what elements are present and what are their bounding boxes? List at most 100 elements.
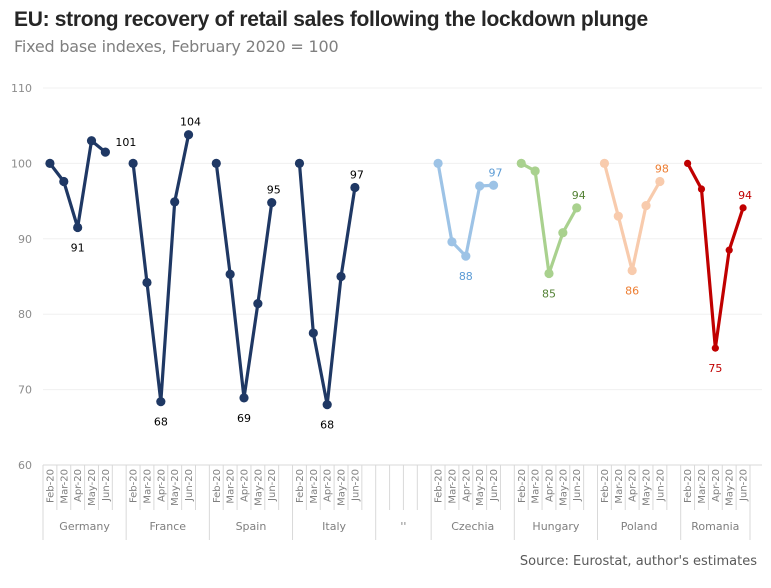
x-month-label: Jun-20 <box>572 469 583 502</box>
series-line-romania <box>686 162 745 350</box>
data-point <box>433 158 443 168</box>
x-month-label: Jun-20 <box>350 469 361 502</box>
data-point <box>350 182 360 193</box>
data-point <box>211 158 221 168</box>
data-point <box>684 159 692 167</box>
x-month-label: Feb-20 <box>129 469 140 503</box>
data-point <box>488 180 499 190</box>
x-month-label: Feb-20 <box>45 469 56 503</box>
data-point <box>613 211 623 221</box>
data-point <box>294 158 305 168</box>
x-month-label: Jun-20 <box>655 469 666 502</box>
x-group-label: Spain <box>236 520 267 533</box>
data-point <box>156 397 166 407</box>
data-point <box>142 277 152 288</box>
x-group-label: France <box>149 520 186 533</box>
x-group-label: Poland <box>621 520 658 533</box>
data-point <box>253 299 263 309</box>
x-month-label: Apr-20 <box>156 469 167 502</box>
data-point <box>73 222 83 233</box>
data-point <box>572 203 582 213</box>
x-month-label: Feb-20 <box>517 469 528 503</box>
data-point <box>599 158 610 168</box>
data-point <box>100 147 110 157</box>
y-tick-label: 110 <box>11 82 32 95</box>
data-label: 94 <box>572 189 586 202</box>
data-point <box>336 271 346 282</box>
x-month-label: Mar-20 <box>697 469 708 504</box>
x-month-label: Apr-20 <box>628 469 639 502</box>
data-point <box>239 393 249 403</box>
data-label: 91 <box>71 241 85 254</box>
data-point <box>267 198 277 208</box>
data-label: 104 <box>180 116 201 129</box>
data-label: 68 <box>320 419 334 432</box>
x-month-label: Mar-20 <box>59 469 70 504</box>
x-month-label: Mar-20 <box>447 469 458 504</box>
x-month-label: Mar-20 <box>226 469 237 504</box>
x-month-label: Mar-20 <box>614 469 625 504</box>
series-line-france <box>131 134 191 404</box>
x-group-label: '' <box>400 520 406 533</box>
data-point <box>475 181 485 191</box>
series-line-italy <box>297 163 357 407</box>
data-label: 85 <box>542 287 556 300</box>
y-tick-label: 90 <box>18 233 32 246</box>
source-note: Source: Eurostat, author's estimates <box>519 554 757 569</box>
data-label: 69 <box>237 412 251 425</box>
data-point <box>86 136 97 146</box>
data-point <box>461 251 471 261</box>
data-label: 97 <box>350 169 364 182</box>
data-label: 86 <box>625 284 639 297</box>
data-point <box>544 268 554 279</box>
data-point <box>45 158 55 168</box>
x-month-label: Apr-20 <box>544 469 555 502</box>
data-point <box>170 197 180 207</box>
x-month-label: Jun-20 <box>267 469 278 502</box>
data-point <box>641 201 651 211</box>
data-label: 68 <box>154 416 168 429</box>
data-label: 98 <box>655 162 669 175</box>
chart-title: EU: strong recovery of retail sales foll… <box>14 8 648 31</box>
data-point <box>711 344 719 352</box>
x-month-label: Apr-20 <box>73 469 84 502</box>
series-line-germany <box>48 139 107 230</box>
data-point <box>516 158 526 168</box>
data-point <box>558 228 568 238</box>
x-month-label: May-20 <box>558 469 569 506</box>
x-month-label: Apr-20 <box>461 469 472 502</box>
x-month-label: Jun-20 <box>739 469 750 502</box>
data-point <box>308 328 318 338</box>
series-line-spain <box>214 163 274 400</box>
data-label: 88 <box>459 270 473 283</box>
x-group-label: Germany <box>59 520 110 533</box>
x-month-label: Jun-20 <box>184 469 195 502</box>
series-line-czechia <box>436 163 494 258</box>
data-point <box>447 237 457 247</box>
data-label: 97 <box>489 166 503 179</box>
x-month-label: Mar-20 <box>309 469 320 504</box>
x-month-label: Jun-20 <box>101 469 112 502</box>
x-month-label: Mar-20 <box>531 469 542 504</box>
x-month-label: May-20 <box>337 469 348 506</box>
x-month-label: May-20 <box>87 469 98 506</box>
y-tick-label: 60 <box>18 459 32 472</box>
x-month-label: Apr-20 <box>323 469 334 502</box>
x-month-label: May-20 <box>475 469 486 506</box>
series-line-hungary <box>520 161 579 276</box>
data-point <box>322 400 332 410</box>
series-line-poland <box>602 162 662 273</box>
x-month-label: Mar-20 <box>142 469 153 504</box>
x-group-label: Romania <box>691 520 739 533</box>
y-tick-label: 70 <box>18 384 32 397</box>
y-tick-label: 80 <box>18 308 32 321</box>
chart-subtitle: Fixed base indexes, February 2020 = 100 <box>14 37 339 56</box>
data-point <box>59 176 69 187</box>
x-month-label: Feb-20 <box>600 469 611 503</box>
x-group-label: Italy <box>322 520 346 533</box>
data-label: 95 <box>267 184 281 197</box>
x-group-label: Hungary <box>532 520 579 533</box>
x-group-label: Czechia <box>451 520 494 533</box>
x-month-label: Feb-20 <box>683 469 694 503</box>
